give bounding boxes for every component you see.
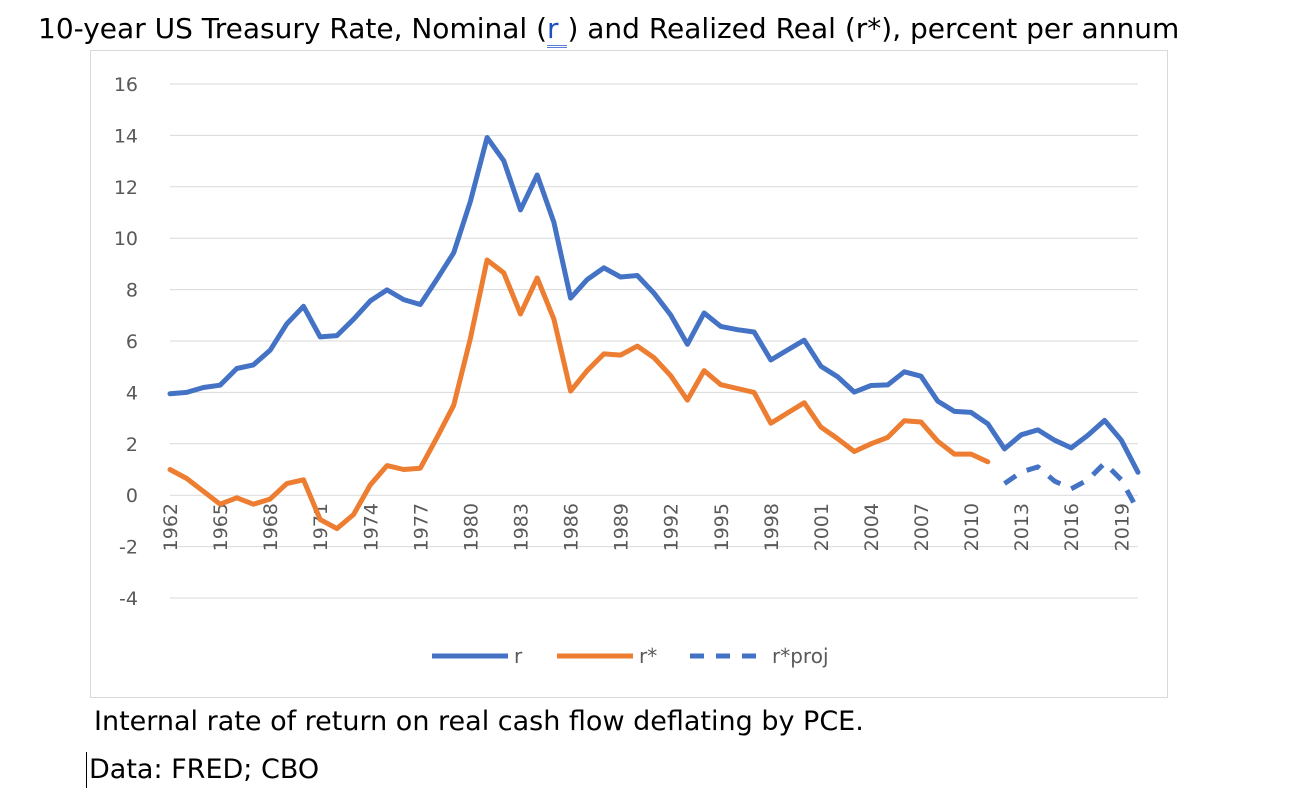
y-tick-label: 0 (126, 485, 138, 507)
x-tick-label: 1992 (661, 503, 683, 551)
x-tick-label: 1995 (711, 503, 733, 551)
x-tick-label: 1986 (561, 503, 583, 551)
y-tick-label: -2 (119, 537, 138, 559)
y-tick-label: 12 (114, 177, 138, 199)
series-line-r-starproj (1003, 460, 1141, 512)
x-tick-label: 1971 (310, 503, 332, 551)
x-tick-label: 1965 (210, 503, 232, 551)
series-line-r-star (167, 257, 991, 532)
y-axis-ticks: -4 -2 0 2 4 6 8 10 12 14 16 (114, 74, 138, 610)
chart-area (90, 50, 1168, 698)
y-tick-label: 10 (114, 228, 138, 250)
page-title: 10-year US Treasury Rate, Nominal (r ) a… (38, 12, 1180, 48)
y-tick-label: 8 (126, 280, 138, 302)
x-tick-label: 1983 (510, 503, 532, 551)
y-tick-label: 4 (126, 382, 138, 404)
series-lines (167, 135, 1141, 532)
x-tick-label: 1962 (160, 503, 182, 551)
title-text-start: 10-year US Treasury Rate, Nominal ( (38, 12, 548, 45)
x-tick-label: 1977 (410, 503, 432, 551)
x-tick-label: 1998 (761, 503, 783, 551)
title-link[interactable]: r (547, 12, 568, 48)
x-tick-label: 2004 (861, 503, 883, 551)
y-tick-label: 6 (126, 331, 138, 353)
x-axis-ticks: 1962 1965 1968 1971 1974 1977 1980 1983 1986 1989… (160, 503, 1133, 551)
x-tick-label: 1968 (260, 503, 282, 551)
x-tick-label: 1974 (360, 503, 382, 551)
y-tick-label: 2 (126, 434, 138, 456)
x-tick-label: 1980 (460, 503, 482, 551)
legend-label: r* (639, 644, 657, 668)
y-tick-label: 14 (114, 125, 138, 147)
legend-label: r*proj (772, 644, 829, 668)
x-tick-label: 2019 (1111, 503, 1133, 551)
x-tick-label: 2007 (911, 503, 933, 551)
x-tick-label: 2010 (961, 503, 983, 551)
gridlines (170, 83, 1138, 599)
x-tick-label: 2013 (1011, 503, 1033, 551)
x-tick-label: 2001 (811, 503, 833, 551)
x-tick-label: 2016 (1061, 503, 1083, 551)
y-tick-label: 16 (114, 74, 138, 96)
series-line-r (167, 135, 1141, 475)
legend: r r* r*proj (432, 644, 829, 668)
legend-label: r (514, 644, 523, 668)
y-tick-label: -4 (119, 588, 138, 610)
chart-note: Internal rate of return on real cash flo… (94, 706, 864, 737)
title-text-end: ) and Realized Real (r*), percent per an… (567, 12, 1180, 45)
x-tick-label: 1989 (611, 503, 633, 551)
data-source: Data: FRED; CBO (86, 752, 319, 788)
